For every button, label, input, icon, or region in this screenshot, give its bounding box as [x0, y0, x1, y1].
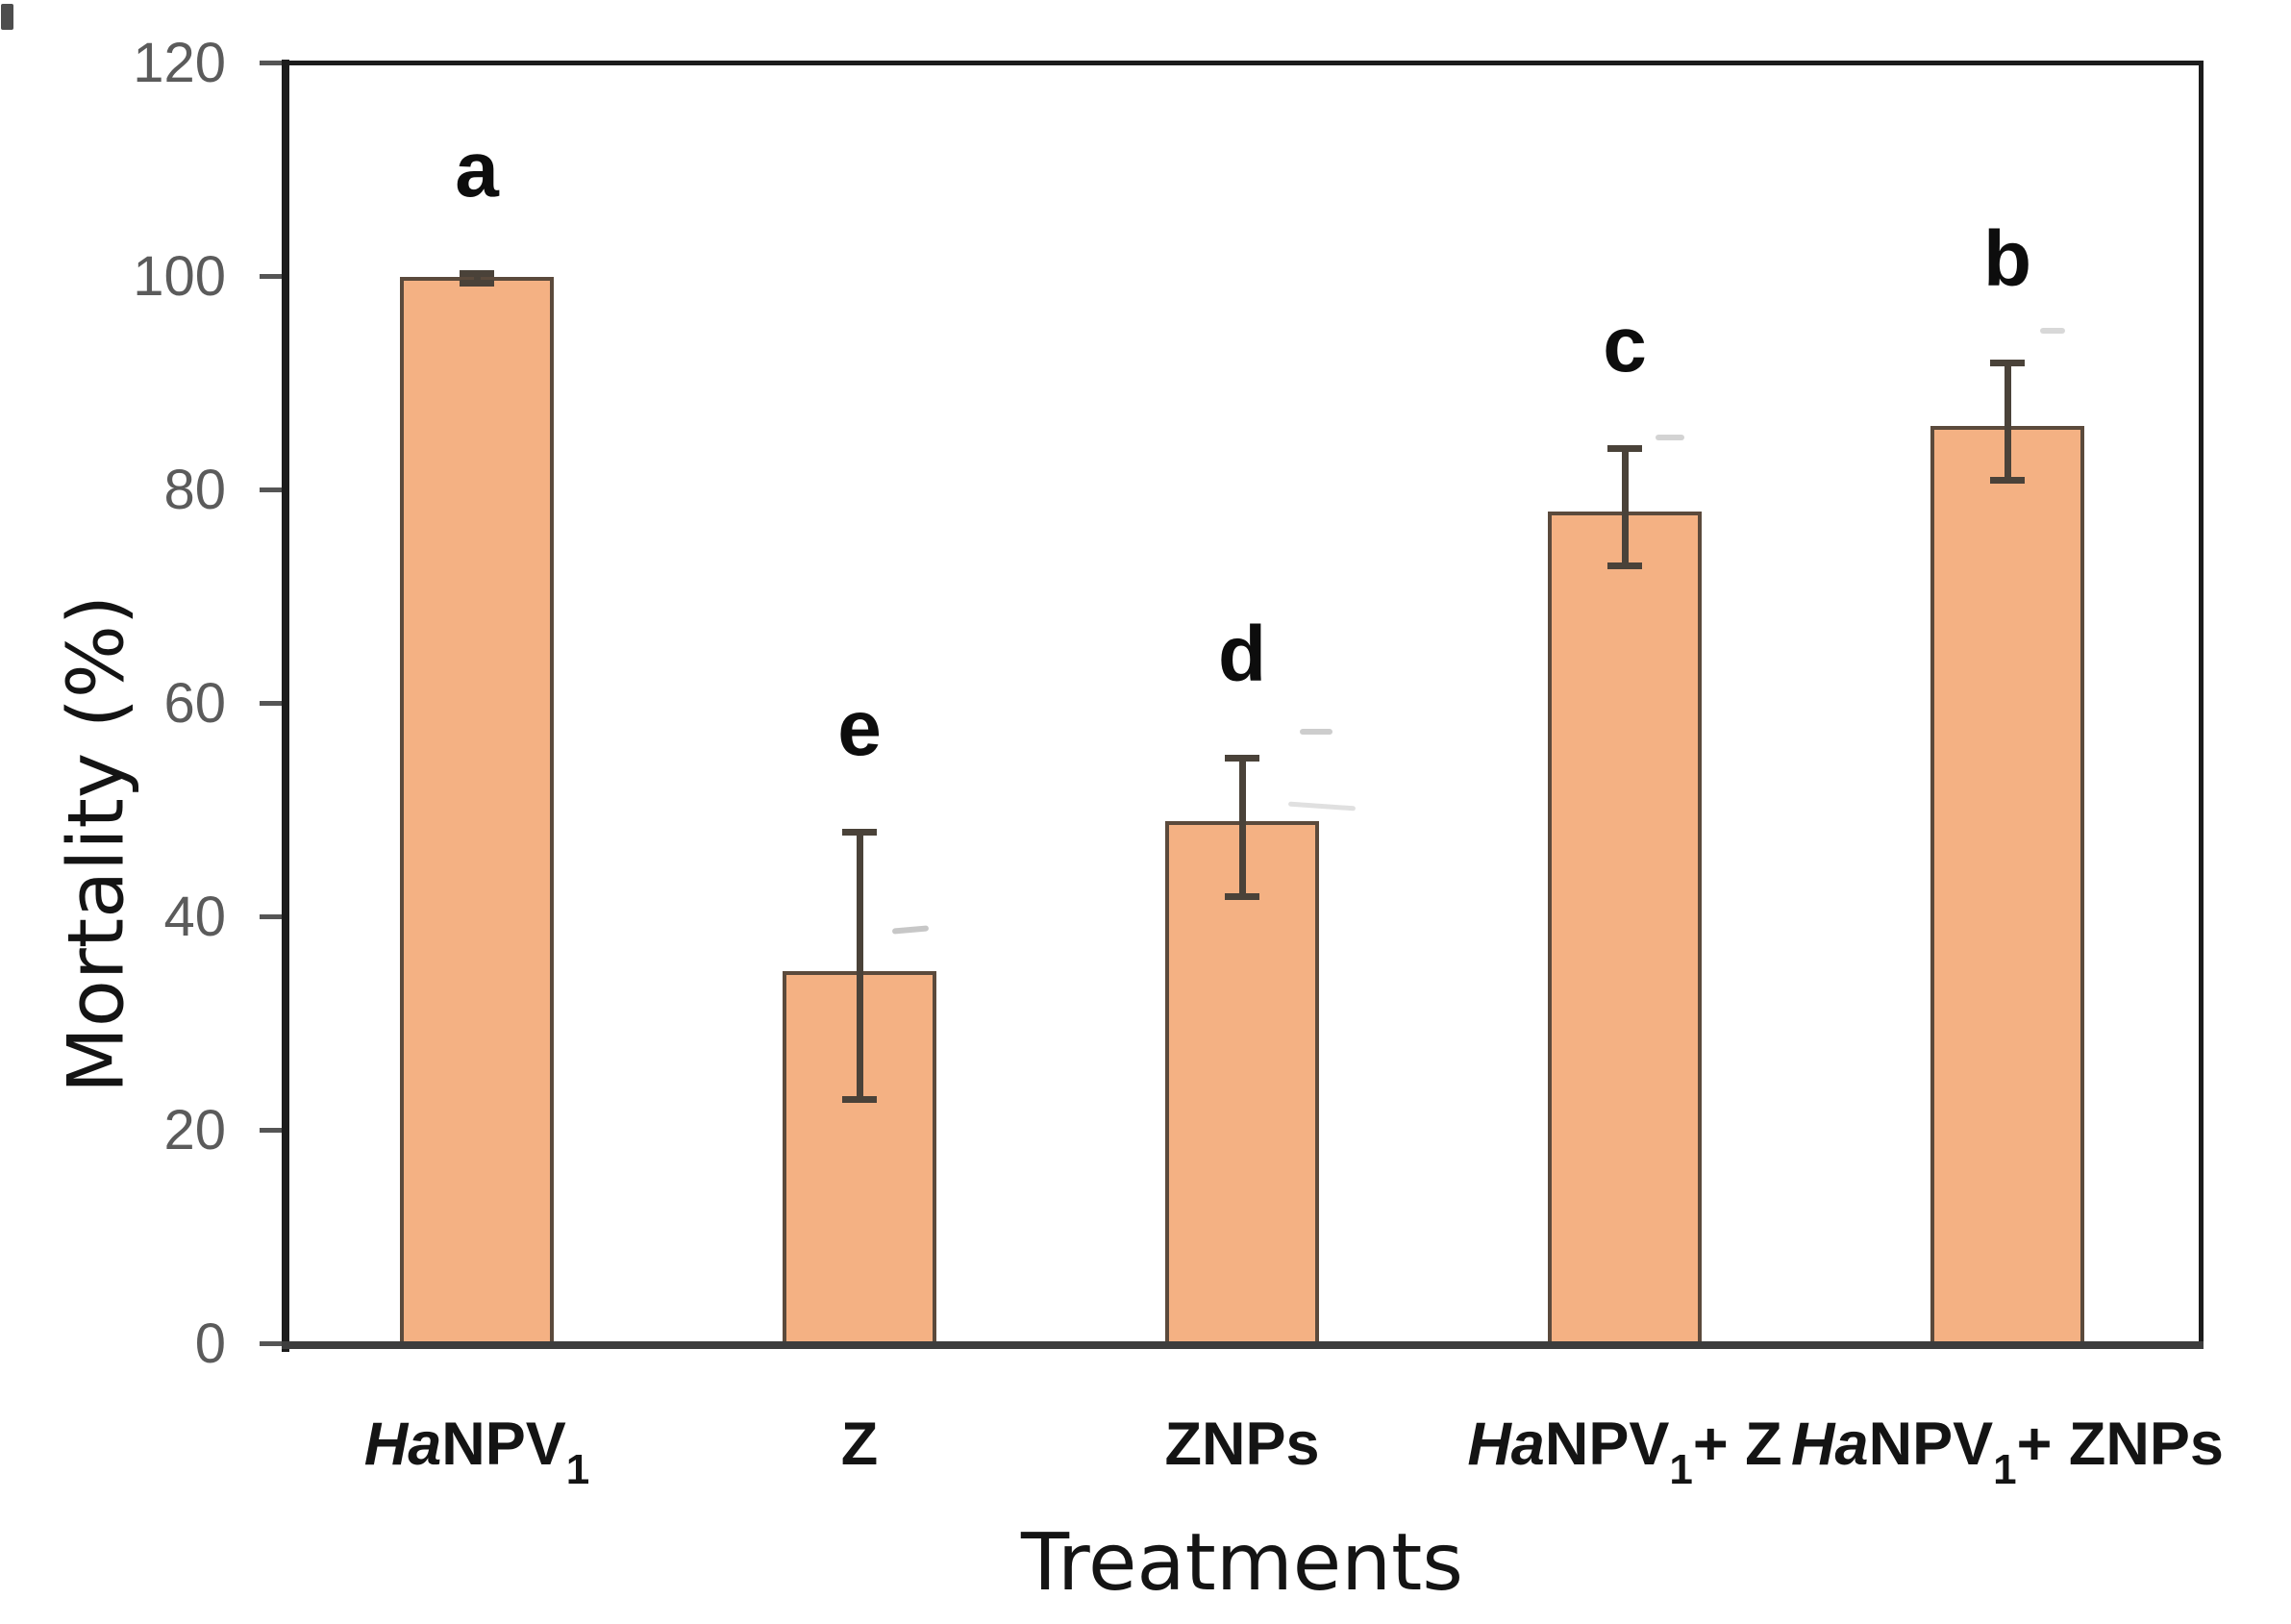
y-tick-label: 40: [163, 886, 226, 948]
y-tick-label: 80: [163, 459, 226, 521]
bar: [783, 970, 936, 1346]
y-tick-mark: [260, 701, 282, 706]
bar: [1930, 426, 2084, 1346]
bar: [1165, 821, 1319, 1346]
error-bar-cap-top: [1607, 444, 1642, 452]
error-bar-line: [2004, 362, 2011, 480]
x-tick-label-segment: NPV: [441, 1411, 566, 1478]
y-tick-label: 60: [163, 672, 226, 735]
plot-border-right: [2199, 61, 2204, 1349]
x-tick-label-segment: 1: [1669, 1446, 1693, 1493]
y-tick-mark: [260, 914, 282, 919]
y-tick-label: 0: [194, 1312, 226, 1375]
y-tick-label: 100: [133, 245, 226, 308]
error-bar-line: [473, 272, 481, 283]
error-bar-cap-top: [1225, 754, 1259, 762]
error-bar-cap-bottom: [842, 1095, 877, 1103]
smudge-artifact: [1300, 729, 1332, 735]
x-tick-label-segment: 1: [565, 1446, 590, 1493]
x-tick-label-segment: + Z: [1692, 1411, 1782, 1478]
sig-letter: c: [1603, 300, 1647, 388]
x-tick-label: HaNPV1+ ZNPs: [1786, 1406, 2229, 1493]
y-tick-mark: [260, 487, 282, 492]
x-tick-label-segment: Z: [840, 1411, 879, 1478]
x-tick-label: Z: [638, 1406, 1081, 1483]
smudge-artifact: [1656, 435, 1684, 440]
y-tick-mark: [260, 274, 282, 279]
x-tick-label-segment: Ha: [1467, 1411, 1545, 1478]
x-axis-title: Treatments: [858, 1517, 1627, 1609]
x-tick-label-segment: Ha: [1791, 1411, 1869, 1478]
sig-letter: b: [1982, 214, 2032, 303]
error-bar-cap-bottom: [1225, 892, 1259, 900]
scan-artifact: [1, 4, 13, 30]
x-tick-label: HaNPV1: [256, 1406, 698, 1493]
x-axis-title-text: Treatments: [1021, 1517, 1463, 1609]
error-bar-line: [856, 832, 863, 1099]
plot-border-top: [282, 61, 2204, 65]
bar: [400, 277, 554, 1346]
y-tick-mark: [260, 61, 282, 65]
sig-letter: a: [455, 125, 499, 213]
y-tick-label: 120: [133, 32, 226, 94]
error-bar-cap-top: [460, 269, 494, 277]
smudge-artifact: [2040, 328, 2065, 334]
bar: [1548, 512, 1702, 1346]
x-tick-label: ZNPs: [1021, 1406, 1463, 1483]
x-tick-label: HaNPV1+ Z: [1404, 1406, 1846, 1493]
sig-letter: d: [1217, 610, 1267, 698]
error-bar-line: [1621, 447, 1629, 565]
smudge-artifact: [891, 925, 930, 935]
x-tick-label-segment: ZNPs: [1164, 1411, 1320, 1478]
x-tick-label-segment: + ZNPs: [2016, 1411, 2224, 1478]
y-axis-line: [282, 60, 289, 1352]
x-tick-label-segment: NPV: [1868, 1411, 1994, 1478]
y-tick-label: 20: [163, 1099, 226, 1162]
error-bar-cap-bottom: [460, 279, 494, 287]
error-bar-cap-bottom: [1990, 476, 2025, 484]
error-bar-cap-bottom: [1607, 562, 1642, 569]
y-tick-mark: [260, 1128, 282, 1133]
x-tick-label-segment: 1: [1993, 1446, 2017, 1493]
x-tick-label-segment: Ha: [363, 1411, 442, 1478]
x-axis-line: [282, 1341, 2204, 1349]
error-bar-cap-top: [842, 829, 877, 837]
error-bar-line: [1238, 757, 1246, 896]
sig-letter: e: [837, 685, 882, 773]
smudge-artifact: [1287, 801, 1357, 812]
error-bar-cap-top: [1990, 359, 2025, 366]
x-tick-label-segment: NPV: [1544, 1411, 1670, 1478]
y-tick-mark: [260, 1341, 282, 1346]
